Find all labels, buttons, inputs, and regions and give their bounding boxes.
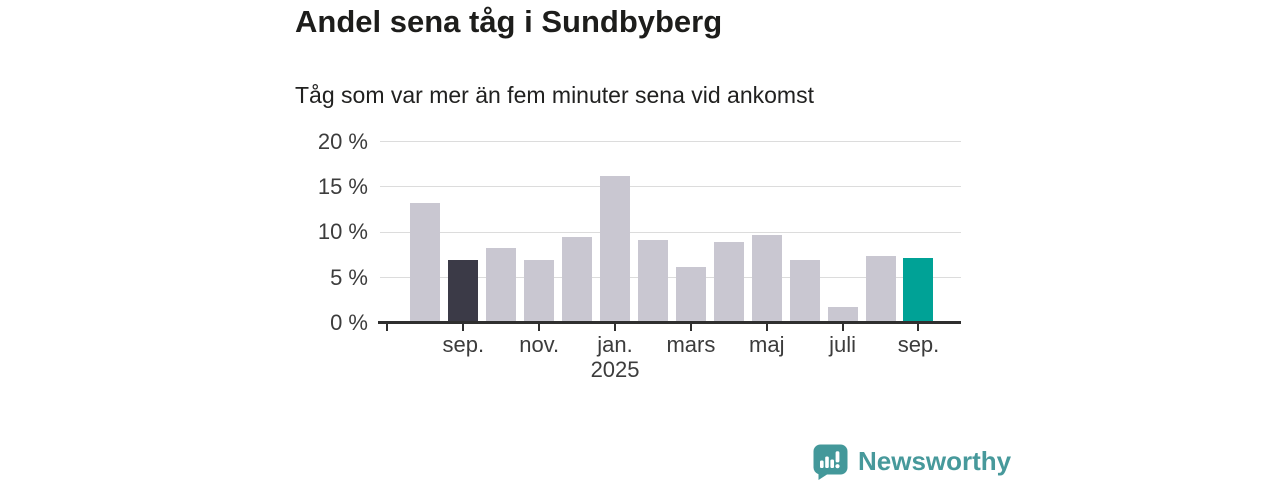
y-axis-tick-label: 15 % bbox=[317, 173, 368, 199]
newsworthy-wordmark: Newsworthy bbox=[858, 445, 1012, 476]
x-axis-tick-label: juli bbox=[829, 332, 857, 357]
chart-bar bbox=[637, 240, 668, 323]
x-axis-tick-mark bbox=[386, 324, 389, 331]
x-axis-tick-label: sep. bbox=[897, 332, 940, 357]
y-gridline bbox=[380, 231, 961, 233]
y-gridline bbox=[380, 186, 961, 188]
x-axis-tick-mark bbox=[765, 324, 768, 331]
x-axis-tick-mark bbox=[614, 324, 617, 331]
newsworthy-logo: Newsworthy bbox=[812, 442, 1011, 480]
chart-bar bbox=[751, 235, 782, 323]
x-axis-tick-mark bbox=[462, 324, 465, 331]
x-axis-tick-mark bbox=[917, 324, 920, 331]
chart-bar bbox=[903, 257, 934, 323]
x-axis-line bbox=[378, 321, 961, 324]
newsworthy-speech-bubble-bar-chart-icon bbox=[813, 444, 848, 480]
y-axis-tick-label: 10 % bbox=[317, 219, 368, 245]
y-gridline bbox=[380, 141, 961, 143]
x-axis-tick-label: maj bbox=[749, 332, 785, 357]
x-axis-tick-mark bbox=[538, 324, 541, 331]
x-axis-tick-mark bbox=[689, 324, 692, 331]
chart-bar bbox=[486, 247, 517, 323]
chart-bar bbox=[789, 259, 820, 323]
chart-bar bbox=[827, 306, 858, 323]
x-axis-tick-label: sep. bbox=[442, 332, 485, 357]
chart-bar bbox=[524, 259, 555, 323]
y-axis-tick-label: 5 % bbox=[330, 264, 368, 290]
x-axis-tick-mark bbox=[841, 324, 844, 331]
chart-bar bbox=[562, 236, 593, 323]
y-axis-tick-label: 20 % bbox=[317, 128, 368, 154]
chart-bar bbox=[865, 255, 896, 323]
chart-bar bbox=[600, 176, 631, 323]
x-axis-year-label: 2025 bbox=[590, 357, 640, 382]
chart-bar bbox=[713, 242, 744, 323]
chart-bar bbox=[448, 260, 479, 323]
x-axis-tick-label: mars bbox=[666, 332, 716, 357]
chart-bar bbox=[410, 203, 441, 323]
x-axis-tick-label: jan. bbox=[597, 332, 633, 357]
x-axis-tick-label: nov. bbox=[519, 332, 560, 357]
chart-subtitle: Tåg som var mer än fem minuter sena vid … bbox=[295, 82, 814, 108]
chart-title: Andel sena tåg i Sundbyberg bbox=[295, 4, 723, 39]
y-gridline bbox=[380, 277, 961, 279]
y-axis-tick-label: 0 % bbox=[330, 310, 368, 335]
chart-bar bbox=[675, 266, 706, 323]
